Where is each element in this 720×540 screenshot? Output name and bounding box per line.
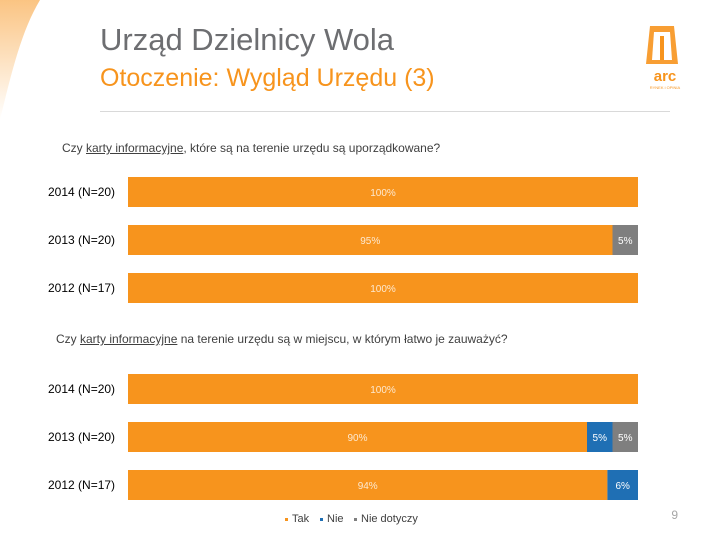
legend-swatch-nie-dotyczy <box>354 517 357 521</box>
legend-label-tak: Tak <box>292 513 310 525</box>
question-1-post: , które są na terenie urzędu są uporządk… <box>183 141 441 155</box>
question-1-underlined: karty informacyjne <box>86 141 184 155</box>
legend-item-nie: Nie <box>320 513 344 525</box>
category-label: 2013 (N=20) <box>48 430 115 444</box>
corner-decoration <box>0 0 40 120</box>
logo-text: arc <box>654 68 677 85</box>
data-label: 95% <box>360 236 380 247</box>
data-label: 90% <box>347 433 367 444</box>
legend-swatch-tak <box>285 517 288 521</box>
question-1: Czy karty informacyjne, które są na tere… <box>62 141 440 155</box>
bar-segment-tak <box>128 177 638 207</box>
data-label: 94% <box>358 481 378 492</box>
category-label: 2014 (N=20) <box>48 185 115 199</box>
data-label: 5% <box>593 433 608 444</box>
data-label: 100% <box>370 188 396 199</box>
bar-segment-tak <box>128 374 638 404</box>
bar-segment-nie-dotyczy <box>612 225 638 255</box>
bar-segment-tak <box>128 273 638 303</box>
question-2: Czy karty informacyjne na terenie urzędu… <box>56 332 508 346</box>
legend-label-nie: Nie <box>327 513 344 525</box>
legend-swatch-nie <box>320 517 323 521</box>
bar-segment-nie-dotyczy <box>612 422 638 452</box>
data-label: 100% <box>370 385 396 396</box>
page-number: 9 <box>671 508 678 522</box>
bar-segment-tak <box>128 470 608 500</box>
legend-label-nie-dotyczy: Nie dotyczy <box>361 513 418 525</box>
page-subtitle: Otoczenie: Wygląd Urzędu (3) <box>100 64 435 92</box>
category-label: 2014 (N=20) <box>48 382 115 396</box>
category-label: 2012 (N=17) <box>48 281 115 295</box>
question-2-pre: Czy <box>56 332 80 346</box>
data-label: 5% <box>618 236 633 247</box>
data-label: 100% <box>370 284 396 295</box>
arc-logo: arc RYNEK i OPINIA <box>646 26 681 90</box>
category-label: 2012 (N=17) <box>48 478 115 492</box>
bar-segment-nie <box>607 470 638 500</box>
bar-segment-tak <box>128 225 613 255</box>
question-2-underlined: karty informacyjne <box>80 332 178 346</box>
legend-item-tak: Tak <box>285 513 309 525</box>
bar-segment-tak <box>128 422 587 452</box>
question-2-post: na terenie urzędu są w miejscu, w którym… <box>177 332 508 346</box>
data-label: 6% <box>615 481 630 492</box>
bar-segment-nie <box>587 422 613 452</box>
category-label: 2013 (N=20) <box>48 233 115 247</box>
header-divider <box>100 111 670 112</box>
logo-subtext: RYNEK i OPINIA <box>650 85 681 90</box>
question-1-pre: Czy <box>62 141 86 155</box>
legend-item-nie-dotyczy: Nie dotyczy <box>354 513 418 525</box>
data-label: 5% <box>618 433 633 444</box>
page-title: Urząd Dzielnicy Wola <box>100 22 395 57</box>
